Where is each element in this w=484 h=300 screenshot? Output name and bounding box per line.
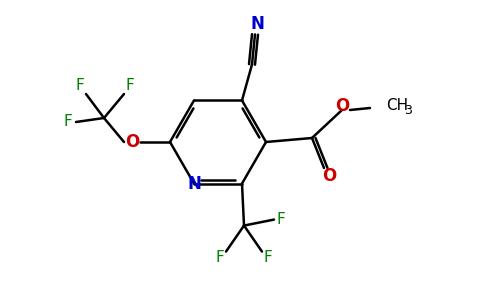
Text: F: F	[63, 115, 73, 130]
Text: F: F	[277, 212, 286, 227]
Text: F: F	[264, 250, 272, 265]
Text: N: N	[250, 15, 264, 33]
Text: O: O	[322, 167, 336, 185]
Text: CH: CH	[386, 98, 408, 113]
Text: F: F	[216, 250, 225, 265]
Text: O: O	[335, 97, 349, 115]
Text: 3: 3	[404, 104, 412, 118]
Text: N: N	[187, 175, 201, 193]
Text: F: F	[76, 79, 84, 94]
Text: O: O	[125, 133, 139, 151]
Text: F: F	[126, 79, 135, 94]
